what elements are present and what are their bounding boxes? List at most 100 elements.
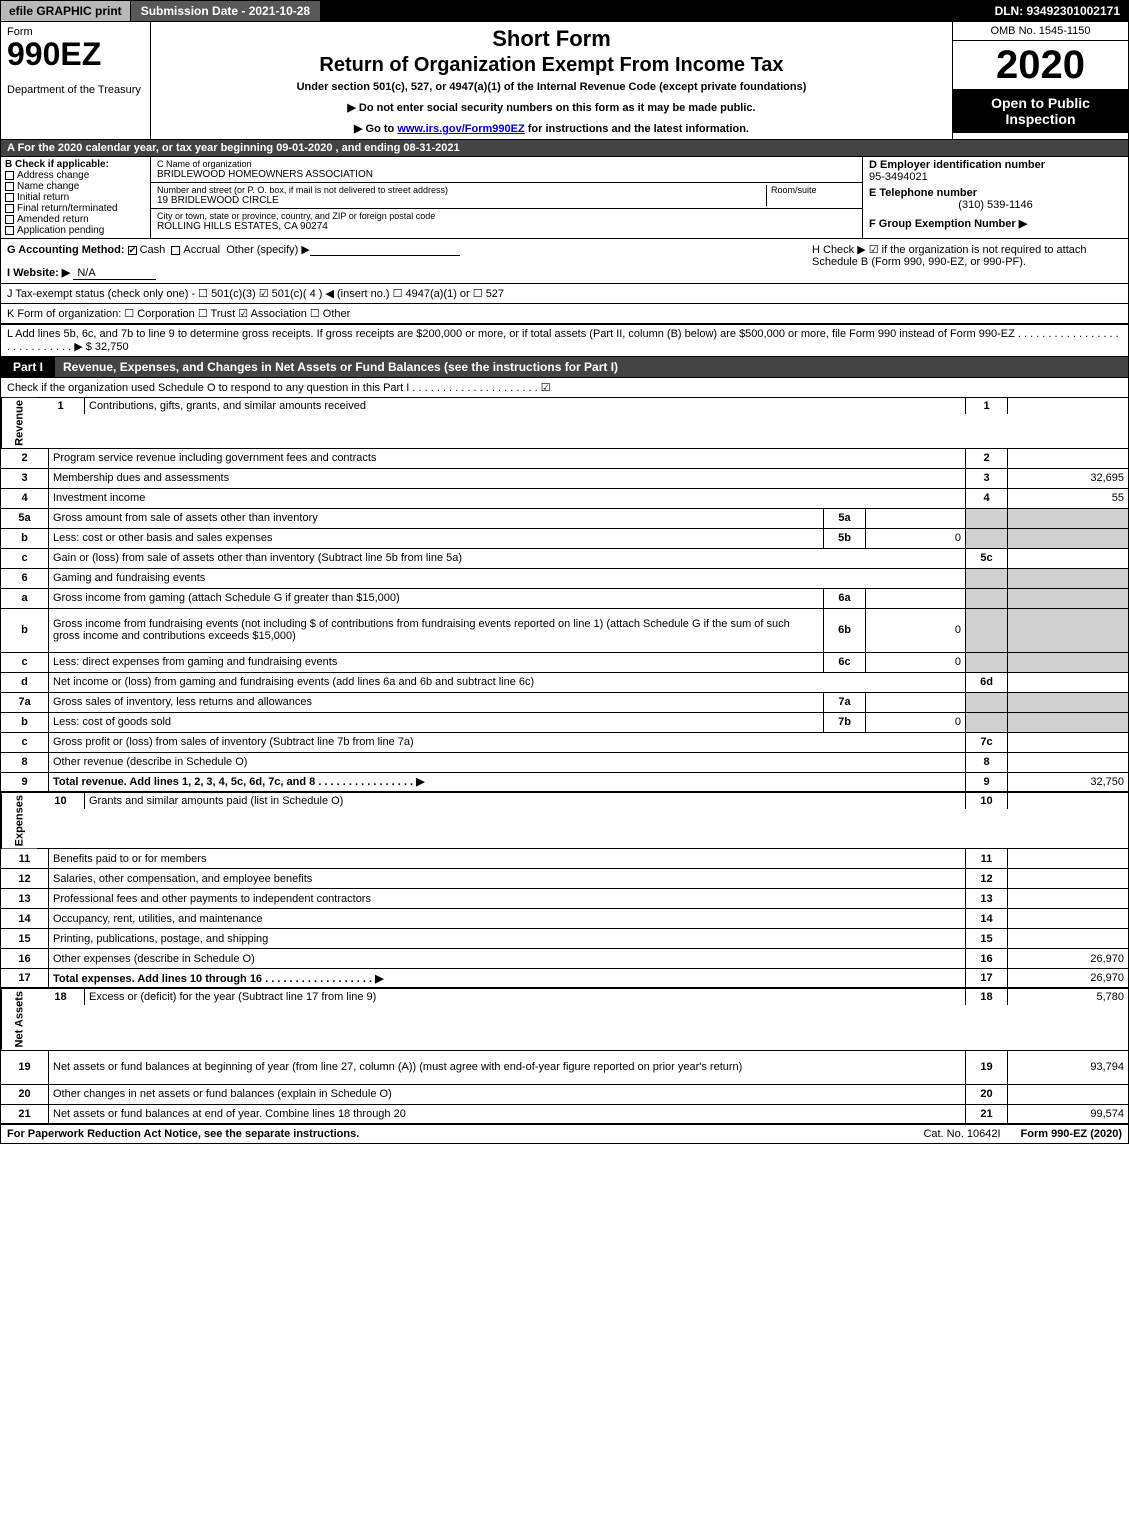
l9-desc: Total revenue. Add lines 1, 2, 3, 4, 5c,… bbox=[49, 773, 966, 791]
l14-val bbox=[1008, 909, 1128, 928]
line-17: 17 Total expenses. Add lines 10 through … bbox=[1, 969, 1128, 989]
l6-shade2 bbox=[1008, 569, 1128, 588]
b-opt-name[interactable]: Name change bbox=[5, 181, 146, 192]
line-11: 11 Benefits paid to or for members 11 bbox=[1, 849, 1128, 869]
g-cash-check[interactable] bbox=[128, 246, 137, 255]
l5b-sn: 5b bbox=[824, 529, 866, 548]
c-street: 19 BRIDLEWOOD CIRCLE bbox=[157, 195, 766, 206]
l20-num: 20 bbox=[1, 1085, 49, 1104]
g-accrual-check[interactable] bbox=[171, 246, 180, 255]
l13-num: 13 bbox=[1, 889, 49, 908]
l13-val bbox=[1008, 889, 1128, 908]
l4-val: 55 bbox=[1008, 489, 1128, 508]
line-16: 16 Other expenses (describe in Schedule … bbox=[1, 949, 1128, 969]
part1-header: Part I Revenue, Expenses, and Changes in… bbox=[0, 357, 1129, 378]
line-4: 4 Investment income 4 55 bbox=[1, 489, 1128, 509]
l7b-num: b bbox=[1, 713, 49, 732]
l5c-rnum: 5c bbox=[966, 549, 1008, 568]
line-5a: 5a Gross amount from sale of assets othe… bbox=[1, 509, 1128, 529]
l6b-num: b bbox=[1, 609, 49, 652]
g-other-fill[interactable] bbox=[310, 244, 460, 256]
l15-desc: Printing, publications, postage, and shi… bbox=[49, 929, 966, 948]
l5b-num: b bbox=[1, 529, 49, 548]
line-10: Expenses 10 Grants and similar amounts p… bbox=[1, 793, 1128, 849]
l17-desc: Total expenses. Add lines 10 through 16 … bbox=[49, 969, 966, 987]
l7c-val bbox=[1008, 733, 1128, 752]
line-15: 15 Printing, publications, postage, and … bbox=[1, 929, 1128, 949]
l20-rnum: 20 bbox=[966, 1085, 1008, 1104]
l21-rnum: 21 bbox=[966, 1105, 1008, 1123]
l6b-desc: Gross income from fundraising events (no… bbox=[49, 609, 824, 652]
l15-num: 15 bbox=[1, 929, 49, 948]
l17-num: 17 bbox=[1, 969, 49, 987]
l17-rnum: 17 bbox=[966, 969, 1008, 987]
line-5b: b Less: cost or other basis and sales ex… bbox=[1, 529, 1128, 549]
section-b: B Check if applicable: Address change Na… bbox=[1, 157, 151, 238]
g-cash: Cash bbox=[140, 244, 166, 256]
gh-block: G Accounting Method: Cash Accrual Other … bbox=[0, 239, 1129, 284]
l3-desc: Membership dues and assessments bbox=[49, 469, 966, 488]
goto-pre: ▶ Go to bbox=[354, 123, 397, 135]
form-number: 990EZ bbox=[7, 38, 144, 70]
l8-num: 8 bbox=[1, 753, 49, 772]
l16-val: 26,970 bbox=[1008, 949, 1128, 968]
footer-mid: Cat. No. 10642I bbox=[903, 1128, 1020, 1140]
b-opt-address[interactable]: Address change bbox=[5, 170, 146, 181]
l6b-shade1 bbox=[966, 609, 1008, 652]
b-opt-initial[interactable]: Initial return bbox=[5, 192, 146, 203]
row-k: K Form of organization: ☐ Corporation ☐ … bbox=[0, 304, 1129, 325]
l16-desc: Other expenses (describe in Schedule O) bbox=[49, 949, 966, 968]
l7c-rnum: 7c bbox=[966, 733, 1008, 752]
l7a-shade1 bbox=[966, 693, 1008, 712]
l5a-desc: Gross amount from sale of assets other t… bbox=[49, 509, 824, 528]
l21-val: 99,574 bbox=[1008, 1105, 1128, 1123]
line-1: Revenue 1 Contributions, gifts, grants, … bbox=[1, 398, 1128, 449]
l9-val: 32,750 bbox=[1008, 773, 1128, 791]
l5a-sv bbox=[866, 509, 966, 528]
line-21: 21 Net assets or fund balances at end of… bbox=[1, 1105, 1128, 1125]
l11-val bbox=[1008, 849, 1128, 868]
efile-print-button[interactable]: efile GRAPHIC print bbox=[1, 1, 131, 21]
line-13: 13 Professional fees and other payments … bbox=[1, 889, 1128, 909]
header-right: OMB No. 1545-1150 2020 Open to Public In… bbox=[953, 22, 1128, 139]
line-5c: c Gain or (loss) from sale of assets oth… bbox=[1, 549, 1128, 569]
l18-num: 18 bbox=[37, 989, 85, 1005]
l1-val bbox=[1008, 398, 1128, 414]
c-city-row: City or town, state or province, country… bbox=[151, 209, 862, 234]
l13-rnum: 13 bbox=[966, 889, 1008, 908]
l12-val bbox=[1008, 869, 1128, 888]
l9-rnum: 9 bbox=[966, 773, 1008, 791]
line-3: 3 Membership dues and assessments 3 32,6… bbox=[1, 469, 1128, 489]
return-title: Return of Organization Exempt From Incom… bbox=[157, 54, 946, 77]
c-street-row: Number and street (or P. O. box, if mail… bbox=[151, 183, 862, 209]
part1-grid: Revenue 1 Contributions, gifts, grants, … bbox=[0, 398, 1129, 1125]
l2-num: 2 bbox=[1, 449, 49, 468]
tax-year: 2020 bbox=[953, 41, 1128, 89]
line-8: 8 Other revenue (describe in Schedule O)… bbox=[1, 753, 1128, 773]
b-opt-pending[interactable]: Application pending bbox=[5, 225, 146, 236]
line-6a: a Gross income from gaming (attach Sched… bbox=[1, 589, 1128, 609]
c-name-label: C Name of organization bbox=[157, 159, 856, 169]
l6d-val bbox=[1008, 673, 1128, 692]
l15-val bbox=[1008, 929, 1128, 948]
l20-desc: Other changes in net assets or fund bala… bbox=[49, 1085, 966, 1104]
l6a-num: a bbox=[1, 589, 49, 608]
no-ssn-note: ▶ Do not enter social security numbers o… bbox=[157, 101, 946, 114]
l5a-sn: 5a bbox=[824, 509, 866, 528]
l2-val bbox=[1008, 449, 1128, 468]
l7b-sn: 7b bbox=[824, 713, 866, 732]
b-opt-final[interactable]: Final return/terminated bbox=[5, 203, 146, 214]
irs-link[interactable]: www.irs.gov/Form990EZ bbox=[397, 123, 524, 135]
g-accrual: Accrual bbox=[183, 244, 220, 256]
row-j: J Tax-exempt status (check only one) - ☐… bbox=[0, 284, 1129, 304]
netassets-label: Net Assets bbox=[1, 989, 37, 1049]
h-text: H Check ▶ ☑ if the organization is not r… bbox=[812, 244, 1087, 268]
l11-num: 11 bbox=[1, 849, 49, 868]
l6c-shade2 bbox=[1008, 653, 1128, 672]
goto-line: ▶ Go to www.irs.gov/Form990EZ for instru… bbox=[157, 122, 946, 135]
l7a-desc: Gross sales of inventory, less returns a… bbox=[49, 693, 824, 712]
l3-val: 32,695 bbox=[1008, 469, 1128, 488]
l1-rnum: 1 bbox=[966, 398, 1008, 414]
b-opt-amended[interactable]: Amended return bbox=[5, 214, 146, 225]
l15-rnum: 15 bbox=[966, 929, 1008, 948]
